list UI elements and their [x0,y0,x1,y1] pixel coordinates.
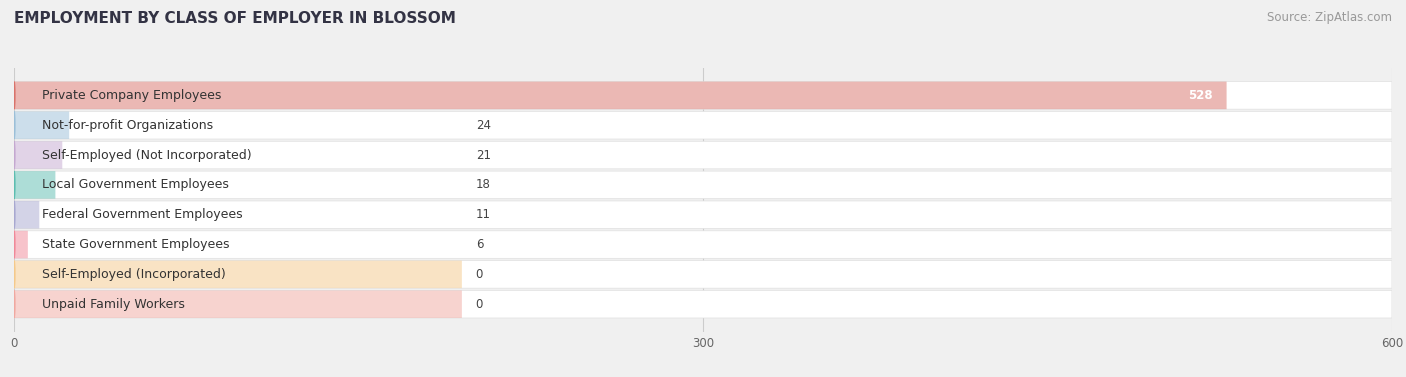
Text: Private Company Employees: Private Company Employees [42,89,221,102]
Text: 21: 21 [475,149,491,162]
Text: Unpaid Family Workers: Unpaid Family Workers [42,298,184,311]
Circle shape [13,261,15,288]
Text: Source: ZipAtlas.com: Source: ZipAtlas.com [1267,11,1392,24]
FancyBboxPatch shape [14,201,39,228]
Text: State Government Employees: State Government Employees [42,238,229,251]
Text: 528: 528 [1188,89,1213,102]
FancyBboxPatch shape [14,171,1392,199]
Text: Federal Government Employees: Federal Government Employees [42,208,242,221]
FancyBboxPatch shape [14,261,1392,288]
Text: 6: 6 [475,238,484,251]
Circle shape [13,141,15,169]
FancyBboxPatch shape [14,141,62,169]
FancyBboxPatch shape [14,112,1392,139]
FancyBboxPatch shape [14,201,1392,228]
Circle shape [13,112,15,139]
Text: Self-Employed (Incorporated): Self-Employed (Incorporated) [42,268,225,281]
FancyBboxPatch shape [14,290,463,318]
Circle shape [13,201,15,228]
Text: Self-Employed (Not Incorporated): Self-Employed (Not Incorporated) [42,149,252,162]
Text: Not-for-profit Organizations: Not-for-profit Organizations [42,119,212,132]
Circle shape [13,231,15,258]
Circle shape [13,171,15,199]
Text: 11: 11 [475,208,491,221]
Circle shape [13,290,15,318]
FancyBboxPatch shape [14,171,55,199]
FancyBboxPatch shape [14,82,1392,109]
FancyBboxPatch shape [14,112,69,139]
FancyBboxPatch shape [14,82,1226,109]
Text: 0: 0 [475,298,484,311]
FancyBboxPatch shape [14,141,1392,169]
Text: Local Government Employees: Local Government Employees [42,178,229,192]
Text: 18: 18 [475,178,491,192]
FancyBboxPatch shape [14,261,463,288]
FancyBboxPatch shape [14,231,1392,258]
Text: EMPLOYMENT BY CLASS OF EMPLOYER IN BLOSSOM: EMPLOYMENT BY CLASS OF EMPLOYER IN BLOSS… [14,11,456,26]
Text: 0: 0 [475,268,484,281]
Text: 24: 24 [475,119,491,132]
Circle shape [13,82,15,109]
FancyBboxPatch shape [14,231,28,258]
FancyBboxPatch shape [14,290,1392,318]
